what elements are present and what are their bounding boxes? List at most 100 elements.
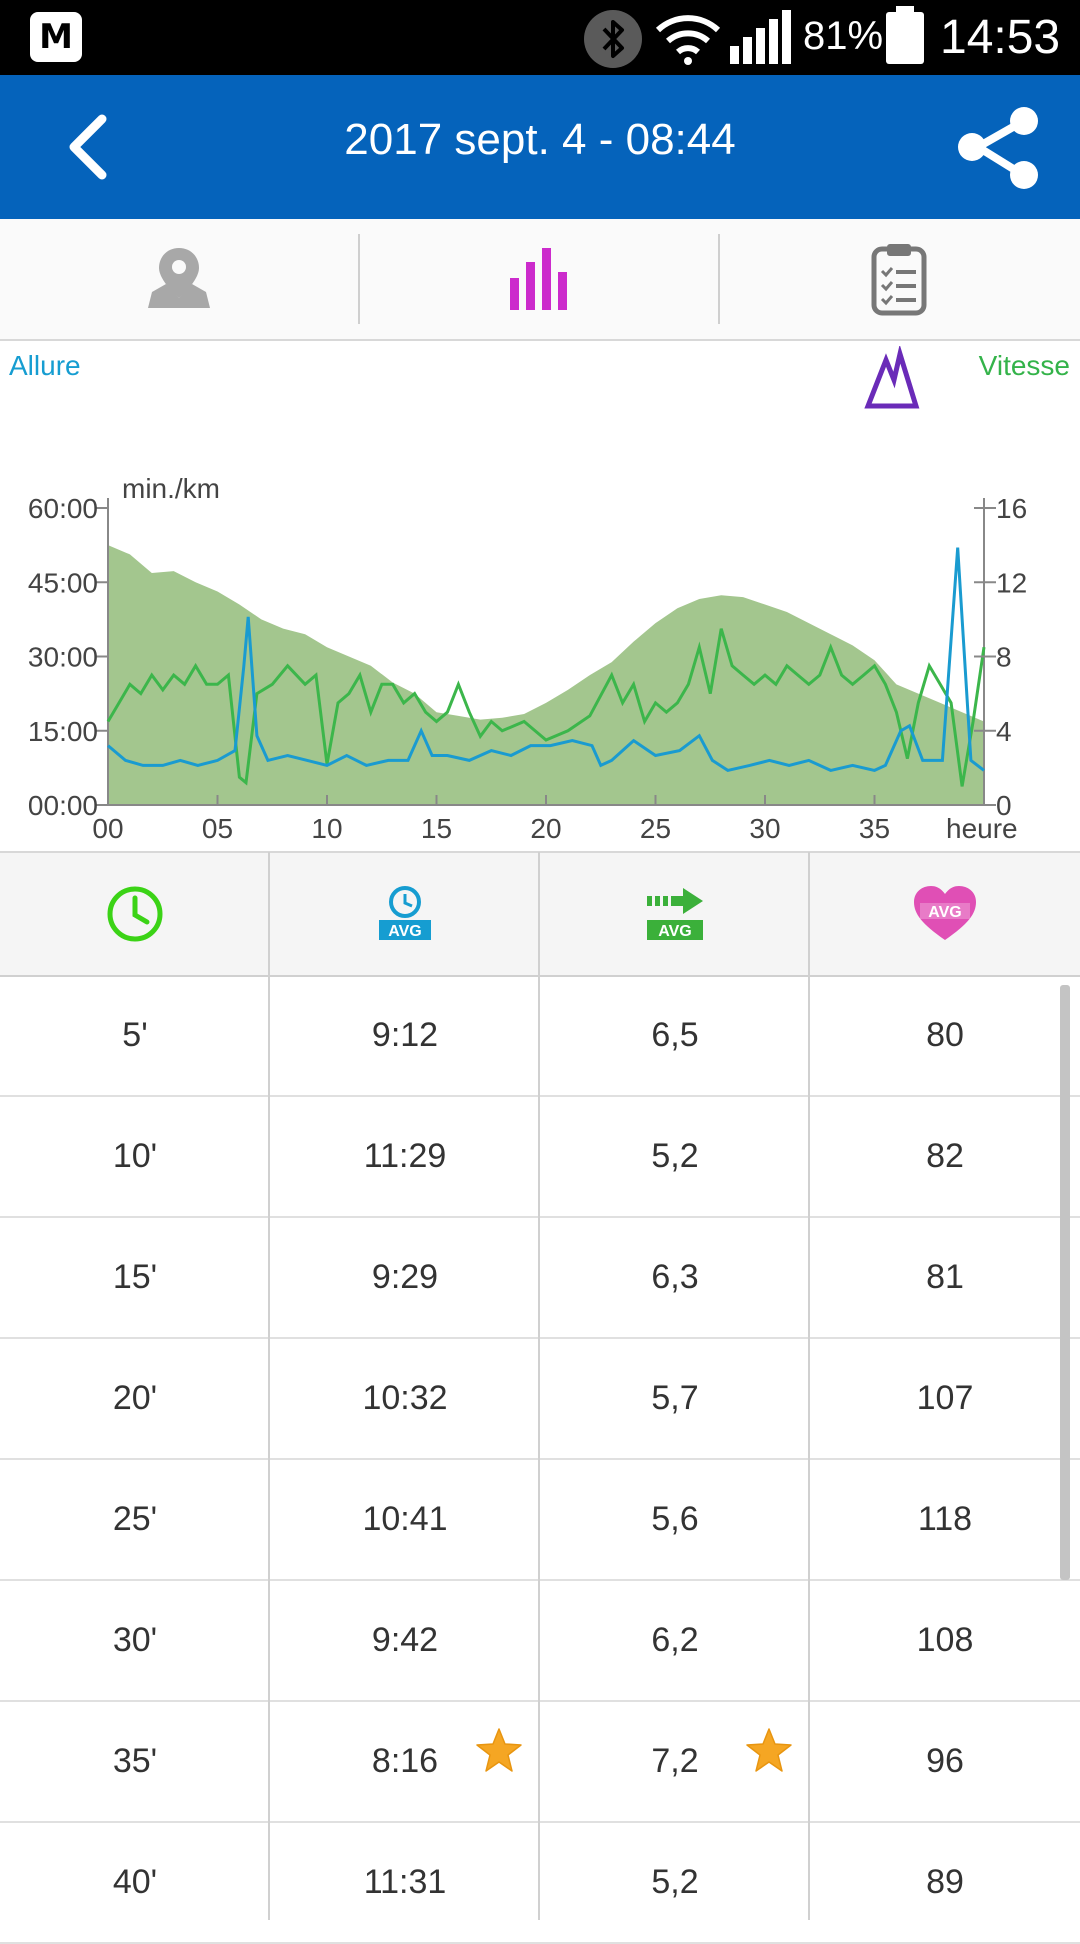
table-scrollbar[interactable]: [1060, 985, 1070, 1580]
header-time[interactable]: [0, 853, 270, 975]
column-divider: [268, 852, 270, 1920]
split-time-cell: 35': [112, 1742, 158, 1780]
avg-heart-rate-cell: 108: [916, 1621, 974, 1659]
table-row: 35' 8:16 7,2 96: [0, 1701, 1080, 1823]
right-axis-ticks: 0 4 8 12 16: [974, 493, 1027, 821]
app-notification-letter: M: [39, 17, 73, 57]
clock-icon: [107, 886, 163, 942]
table-row: 20' 10:32 5,7 107: [0, 1338, 1080, 1460]
avg-heart-rate-cell: 82: [926, 1137, 964, 1175]
avg-speed-cell: 5,6: [651, 1500, 699, 1538]
header-avg-heart-rate[interactable]: AVG: [810, 853, 1080, 975]
avg-pace-cell: 11:29: [363, 1137, 447, 1175]
status-bar: M 81% 14:53: [0, 0, 1080, 75]
avg-pace-cell: 10:32: [362, 1379, 448, 1417]
avg-speed-icon: AVG: [647, 888, 703, 940]
right-tick-label: 16: [996, 493, 1027, 524]
app-notification-icon: M: [30, 12, 82, 62]
split-time-cell: 40': [112, 1863, 158, 1901]
avg-speed-cell: 7,2: [651, 1742, 699, 1780]
x-tick-label: 00: [92, 813, 123, 844]
splits-table-header: AVG AVG AVG: [0, 851, 1080, 977]
wifi-icon: [655, 10, 721, 71]
split-time-cell: 10': [112, 1137, 158, 1175]
status-clock: 14:53: [940, 11, 1061, 64]
table-row: 15' 9:29 6,3 81: [0, 1217, 1080, 1339]
avg-pace-cell: 9:29: [371, 1258, 439, 1296]
x-tick-label: 15: [421, 813, 452, 844]
svg-text:AVG: AVG: [658, 923, 691, 940]
share-button[interactable]: [948, 97, 1048, 197]
vitesse-series-line: [106, 628, 986, 787]
avg-heart-rate-cell: 96: [926, 1742, 964, 1780]
mountain-icon: [864, 344, 920, 409]
right-tick-label: 0: [996, 790, 1012, 821]
altitude-toggle[interactable]: [862, 344, 922, 417]
app-header: 2017 sept. 4 - 08:44: [0, 75, 1080, 219]
avg-speed-cell: 6,5: [651, 1016, 699, 1054]
best-speed-star-icon: [744, 1726, 794, 1776]
altitude-area: [108, 545, 984, 805]
best-pace-star-icon: [474, 1726, 524, 1776]
avg-speed-cell: 6,3: [651, 1258, 699, 1296]
split-time-cell: 15': [112, 1258, 158, 1296]
right-tick-label: 4: [996, 716, 1012, 747]
view-tabs: [0, 219, 1080, 341]
chart-canvas: min./km heure 00 05 10 15 20 25 30 35 00:00 15:0…: [28, 473, 1027, 844]
left-tick-label: 00:00: [28, 790, 98, 821]
tab-divider: [358, 234, 360, 324]
left-tick-label: 15:00: [28, 716, 98, 747]
avg-speed-cell: 5,7: [651, 1379, 699, 1417]
svg-text:AVG: AVG: [928, 904, 961, 921]
avg-pace-cell: 10:41: [362, 1500, 448, 1538]
avg-pace-cell: 8:16: [371, 1742, 439, 1780]
avg-pace-cell: 9:42: [371, 1621, 439, 1659]
back-button[interactable]: [50, 105, 134, 189]
x-axis-unit-label: heure: [946, 813, 1018, 844]
table-row: 40' 11:31 5,2 89: [0, 1822, 1080, 1944]
signal-icon: [728, 10, 794, 71]
avg-heart-rate-cell: 81: [926, 1258, 964, 1296]
right-tick-label: 8: [996, 642, 1012, 673]
x-tick-label: 10: [311, 813, 342, 844]
avg-heart-rate-cell: 107: [916, 1379, 974, 1417]
avg-speed-cell: 5,2: [651, 1863, 699, 1901]
right-tick-label: 12: [996, 567, 1027, 598]
left-tick-label: 30:00: [28, 642, 98, 673]
tab-map[interactable]: [0, 219, 358, 339]
bar-chart-icon: [510, 248, 567, 310]
table-row: 10' 11:29 5,2 82: [0, 1096, 1080, 1218]
svg-text:AVG: AVG: [388, 923, 421, 940]
x-axis-ticks: 00 05 10 15 20 25 30 35: [92, 795, 890, 844]
x-tick-label: 35: [859, 813, 890, 844]
battery-icon: [886, 6, 924, 64]
tab-divider: [718, 234, 720, 324]
bluetooth-icon: [584, 10, 642, 68]
x-tick-label: 20: [530, 813, 561, 844]
map-pin-icon: [148, 248, 210, 308]
split-time-cell: 30': [112, 1621, 158, 1659]
x-tick-label: 30: [749, 813, 780, 844]
header-avg-pace[interactable]: AVG: [270, 853, 540, 975]
header-avg-speed[interactable]: AVG: [540, 853, 810, 975]
split-time-cell: 20': [112, 1379, 158, 1417]
avg-heart-rate-cell: 118: [917, 1500, 973, 1538]
tab-chart[interactable]: [360, 219, 718, 339]
tab-details[interactable]: [720, 219, 1078, 339]
table-row: 25' 10:41 5,6 118: [0, 1459, 1080, 1581]
avg-speed-cell: 5,2: [651, 1137, 699, 1175]
avg-heart-rate-cell: 80: [926, 1016, 964, 1054]
avg-heart-rate-icon: AVG: [914, 886, 976, 940]
allure-series-line: [107, 547, 985, 773]
left-tick-label: 60:00: [28, 493, 98, 524]
avg-heart-rate-cell: 89: [926, 1863, 964, 1901]
battery-percent: 81%: [803, 14, 884, 58]
column-divider: [538, 852, 540, 1920]
share-icon: [958, 107, 1038, 189]
legend-allure[interactable]: Allure: [9, 350, 81, 381]
activity-chart: min./km heure 00 05 10 15 20 25 30 35 00:00 15:0…: [0, 340, 1080, 850]
split-time-cell: 5': [122, 1016, 148, 1054]
left-axis-unit-label: min./km: [122, 473, 220, 504]
left-axis-ticks: 00:00 15:00 30:00 45:00 60:00: [28, 493, 108, 821]
legend-vitesse[interactable]: Vitesse: [978, 350, 1070, 381]
